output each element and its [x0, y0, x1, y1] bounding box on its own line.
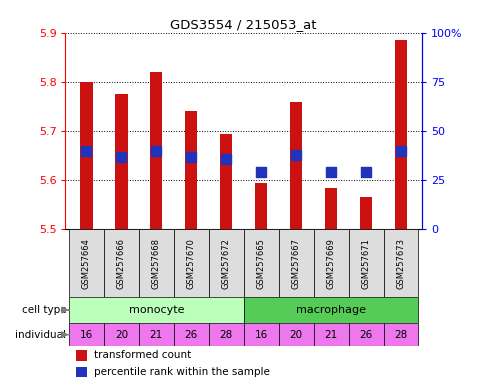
- Point: [222, 156, 229, 162]
- Bar: [104, 230, 138, 297]
- Text: GSM257665: GSM257665: [256, 238, 265, 289]
- Text: 28: 28: [393, 329, 407, 339]
- Text: 26: 26: [184, 329, 197, 339]
- Bar: [324, 188, 336, 230]
- Text: monocyte: monocyte: [128, 305, 184, 315]
- Text: GSM257671: GSM257671: [361, 238, 370, 289]
- Point: [152, 148, 160, 154]
- Text: percentile rank within the sample: percentile rank within the sample: [94, 367, 269, 377]
- Text: 28: 28: [219, 329, 232, 339]
- Bar: [348, 323, 383, 346]
- Text: GSM257672: GSM257672: [221, 238, 230, 289]
- Text: GSM257666: GSM257666: [117, 238, 126, 289]
- Bar: [348, 230, 383, 297]
- Bar: [76, 367, 87, 377]
- Bar: [289, 101, 302, 230]
- Bar: [383, 323, 418, 346]
- Bar: [278, 230, 313, 297]
- Text: 21: 21: [324, 329, 337, 339]
- Bar: [69, 323, 104, 346]
- Bar: [173, 323, 208, 346]
- Bar: [243, 323, 278, 346]
- Text: 16: 16: [254, 329, 267, 339]
- Text: GSM257667: GSM257667: [291, 238, 300, 289]
- Bar: [76, 350, 87, 361]
- Bar: [138, 323, 173, 346]
- Bar: [185, 111, 197, 230]
- Text: GSM257664: GSM257664: [82, 238, 91, 289]
- Point: [327, 169, 334, 175]
- Text: 21: 21: [150, 329, 163, 339]
- Point: [82, 148, 90, 154]
- Bar: [313, 323, 348, 346]
- Bar: [208, 323, 243, 346]
- Text: GSM257669: GSM257669: [326, 238, 335, 289]
- Bar: [80, 82, 92, 230]
- Text: 16: 16: [80, 329, 93, 339]
- Point: [117, 154, 125, 160]
- Text: macrophage: macrophage: [295, 305, 365, 315]
- Text: 20: 20: [115, 329, 128, 339]
- Bar: [173, 230, 208, 297]
- Bar: [220, 134, 232, 230]
- Bar: [115, 94, 127, 230]
- Text: 20: 20: [289, 329, 302, 339]
- Bar: [255, 183, 267, 230]
- Bar: [138, 230, 173, 297]
- Text: GSM257673: GSM257673: [395, 238, 405, 289]
- Bar: [104, 323, 138, 346]
- Bar: [69, 297, 243, 323]
- Bar: [383, 230, 418, 297]
- Point: [292, 152, 300, 158]
- Bar: [313, 230, 348, 297]
- Point: [257, 169, 265, 175]
- Point: [396, 148, 404, 154]
- Bar: [243, 230, 278, 297]
- Bar: [69, 230, 104, 297]
- Bar: [150, 72, 162, 230]
- Text: GSM257668: GSM257668: [151, 238, 161, 289]
- Bar: [359, 197, 371, 230]
- Point: [187, 154, 195, 160]
- Text: cell type: cell type: [21, 305, 66, 315]
- Text: GSM257670: GSM257670: [186, 238, 196, 289]
- Text: individual: individual: [15, 329, 66, 339]
- Point: [362, 169, 369, 175]
- Text: 26: 26: [359, 329, 372, 339]
- Text: transformed count: transformed count: [94, 350, 191, 360]
- Bar: [243, 297, 418, 323]
- Bar: [394, 40, 406, 230]
- Title: GDS3554 / 215053_at: GDS3554 / 215053_at: [170, 18, 317, 31]
- Bar: [208, 230, 243, 297]
- Bar: [278, 323, 313, 346]
